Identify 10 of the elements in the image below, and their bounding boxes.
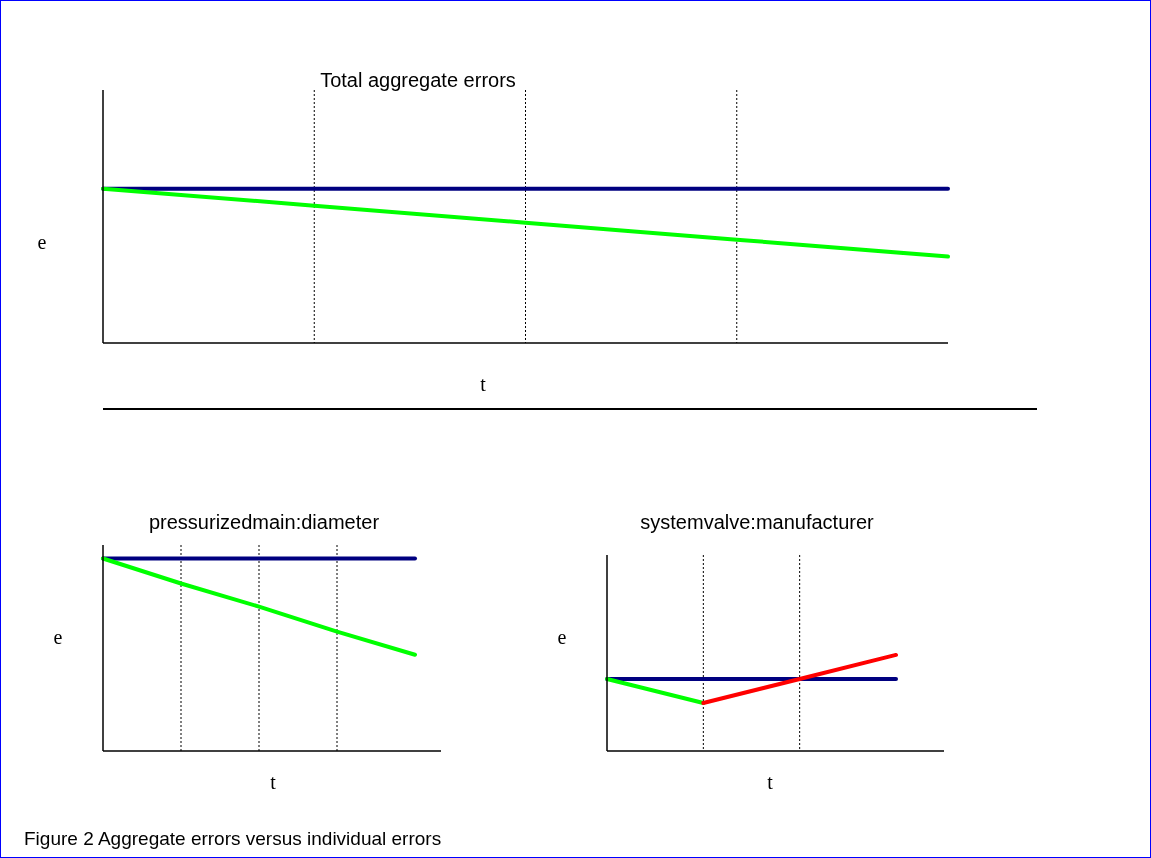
chart-title: systemvalve:manufacturer <box>640 510 874 534</box>
y-axis-title: e <box>557 625 567 649</box>
x-axis-title: t <box>270 770 276 794</box>
x-axis-title: t <box>480 372 486 396</box>
y-axis-title: e <box>53 625 63 649</box>
chart-title: pressurizedmain:diameter <box>148 510 380 534</box>
x-axis-title: t <box>767 770 773 794</box>
chart-title: Total aggregate errors <box>320 68 516 92</box>
y-axis-title: e <box>37 230 47 254</box>
caption: Figure 2 Aggregate errors versus individual errors <box>24 828 442 850</box>
